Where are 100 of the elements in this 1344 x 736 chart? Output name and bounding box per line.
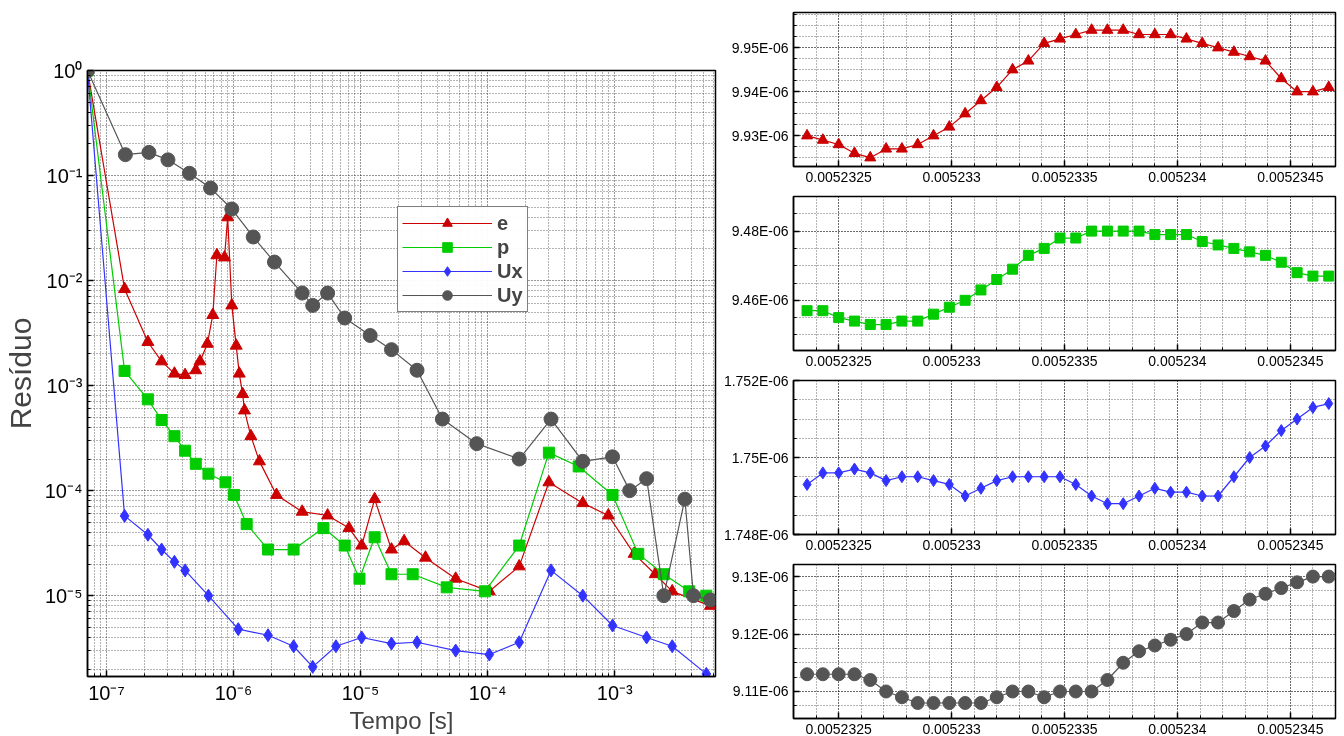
point (912, 315, 924, 327)
point (958, 696, 973, 710)
point (1308, 400, 1318, 414)
point (1118, 497, 1128, 511)
y-tick-label: 10⁻² (46, 269, 83, 292)
point (1291, 267, 1303, 279)
point (1179, 627, 1194, 642)
point (1101, 225, 1113, 237)
point (1133, 27, 1146, 39)
point (864, 150, 877, 162)
point (894, 690, 909, 705)
point (1307, 270, 1319, 282)
x-tick-label: 0.0052345 (1257, 352, 1324, 369)
y-tick-label: 10⁰ (53, 59, 83, 82)
point (1163, 632, 1178, 647)
point (913, 470, 923, 484)
point (943, 301, 955, 313)
point (895, 142, 908, 153)
point (880, 319, 892, 331)
x-tick-label: 0.0052335 (1031, 168, 1098, 185)
point (1242, 592, 1257, 607)
point (1165, 229, 1177, 241)
point (896, 315, 908, 327)
point (1116, 655, 1131, 670)
y-tick-label: 1.75E-06 (731, 449, 789, 466)
point (1068, 684, 1083, 699)
x-tick-label: 0.0052325 (805, 352, 872, 369)
point (1038, 36, 1051, 47)
point (1180, 32, 1193, 43)
point (960, 489, 970, 503)
point (801, 305, 813, 317)
x-tick-label: 0.0052345 (1257, 168, 1324, 185)
y-tick-label: 10⁻⁴ (44, 479, 83, 502)
point (1148, 27, 1161, 39)
x-tick-label: 0.005234 (1148, 168, 1207, 185)
point (863, 673, 878, 687)
point (990, 80, 1003, 91)
x-tick-label: 0.005233 (922, 536, 981, 553)
point (1244, 246, 1256, 258)
point (929, 474, 939, 488)
point (897, 470, 907, 484)
point (1227, 45, 1240, 56)
point (1259, 54, 1272, 65)
point (833, 312, 845, 324)
point (801, 128, 814, 140)
point (817, 305, 829, 317)
y-tick-label: 9.93E-06 (731, 127, 789, 144)
point (926, 696, 941, 710)
y-tick-label: 10⁻⁵ (44, 584, 83, 607)
point (1306, 84, 1319, 96)
y-tick-label: 9.11E-06 (732, 683, 789, 700)
legend-label: e (497, 211, 510, 235)
y-tick-label: 10⁻¹ (46, 164, 83, 187)
point (989, 690, 1004, 705)
point (944, 477, 954, 491)
x-tick-label: 10⁻⁵ (341, 681, 380, 704)
point (800, 667, 815, 682)
point (1087, 489, 1097, 503)
point (1197, 489, 1207, 503)
y-tick-label: 9.48E-06 (731, 223, 789, 240)
point (864, 319, 876, 331)
x-tick-label: 0.005234 (1148, 536, 1207, 553)
point (1006, 62, 1019, 74)
point (1102, 497, 1112, 511)
point (1245, 451, 1255, 464)
point (1052, 684, 1067, 699)
point (1275, 71, 1288, 83)
point (834, 466, 844, 480)
point (881, 474, 891, 488)
point (1070, 232, 1082, 244)
x-tick-label: 0.005234 (1148, 720, 1207, 736)
point (942, 696, 957, 710)
point (1147, 638, 1162, 653)
x-tick-label: 0.0052345 (1257, 720, 1324, 736)
x-tick-label: 10⁻⁷ (88, 681, 125, 704)
point (1212, 239, 1224, 251)
x-tick-label: 0.0052335 (1031, 352, 1098, 369)
point (1166, 485, 1176, 499)
point (1053, 32, 1066, 43)
x-tick-label: 10⁻⁶ (214, 681, 253, 704)
x-tick-label: 0.005233 (922, 720, 981, 736)
x-tick-label: 0.0052345 (1257, 536, 1324, 553)
point (1117, 23, 1130, 34)
point (1226, 604, 1241, 619)
point (975, 284, 987, 296)
point (1023, 470, 1033, 484)
point (1071, 477, 1081, 491)
point (1274, 581, 1289, 596)
point (1212, 40, 1225, 52)
point (1323, 270, 1335, 282)
point (1150, 481, 1160, 495)
point (832, 137, 845, 149)
point (1290, 575, 1305, 590)
point (1243, 49, 1256, 61)
x-tick-label: 0.0052335 (1031, 536, 1098, 553)
y-tick-label: 1.748E-06 (723, 526, 789, 543)
x-tick-label: 0.0052325 (805, 168, 872, 185)
point (1260, 439, 1270, 453)
point (1305, 569, 1320, 584)
point (879, 684, 894, 699)
